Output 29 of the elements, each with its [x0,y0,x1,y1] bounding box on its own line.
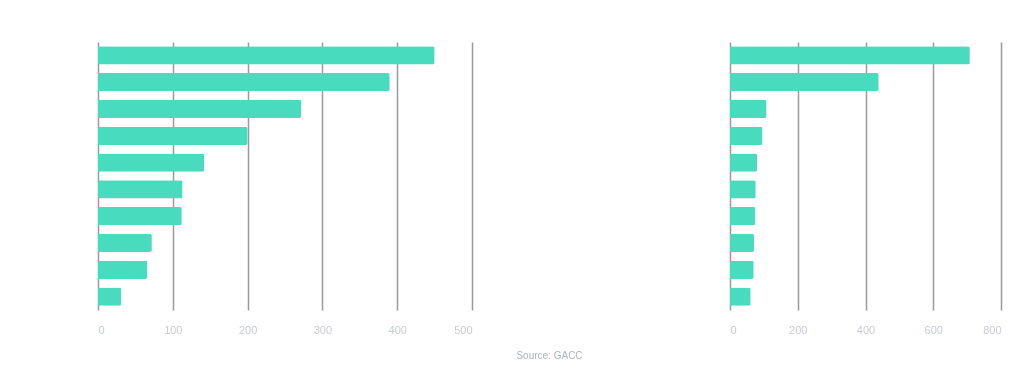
bar [98,99,302,119]
x-tick-label: 300 [313,323,333,336]
bar [98,260,148,279]
bar [730,99,767,119]
bar [730,73,879,92]
x-tick-label: 0 [98,323,105,336]
bar [98,73,390,92]
bar [730,180,756,199]
source-note: Source: GACC [516,350,583,361]
bar [730,287,751,306]
x-tick-label: 400 [856,323,876,336]
bar [98,207,182,226]
x-tick-label: 0 [730,323,737,336]
bar [730,46,970,65]
bar [730,153,758,172]
bar [98,180,183,199]
bar [730,260,754,279]
bar [730,233,755,253]
x-tick-label: 500 [454,323,473,336]
x-tick-label: 400 [388,323,407,336]
bar [98,233,152,253]
x-tick-label: 100 [164,323,183,336]
bar [98,153,205,172]
bar [730,126,763,145]
x-tick-label: 800 [983,323,1002,336]
bar [98,126,248,145]
bar [730,207,756,226]
bar [98,46,435,65]
bar [98,287,122,306]
